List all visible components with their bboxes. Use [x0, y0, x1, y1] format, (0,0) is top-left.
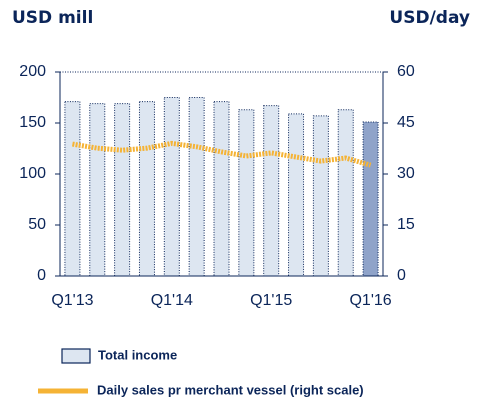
bar	[312, 115, 329, 277]
bar	[337, 109, 354, 277]
y2-tick-label: 15	[397, 216, 415, 233]
bar	[163, 97, 180, 277]
x-tick-label: Q1'14	[151, 292, 193, 309]
legend-swatch	[61, 348, 91, 364]
y-axis-title: USD mill	[12, 8, 93, 28]
y2-tick-label: 30	[397, 165, 415, 182]
bar	[263, 105, 280, 277]
y-tick-label: 50	[28, 216, 46, 233]
x-tick-label: Q1'13	[51, 292, 93, 309]
bar	[362, 121, 379, 277]
bar	[238, 109, 255, 277]
y-tick-label: 100	[19, 165, 46, 182]
y-tick-label: 200	[19, 63, 46, 80]
bar	[288, 113, 305, 277]
y2-tick-label: 0	[397, 267, 406, 284]
y-tick-label: 0	[37, 267, 46, 284]
y2-tick-label: 45	[397, 114, 415, 131]
line-series	[72, 140, 372, 168]
bar	[64, 101, 81, 277]
legend-label: Daily sales pr merchant vessel (right sc…	[97, 382, 364, 397]
bar	[114, 103, 131, 277]
y-tick-label: 150	[19, 114, 46, 131]
x-tick-label: Q1'16	[349, 292, 391, 309]
bar	[188, 97, 205, 277]
y2-axis-title: USD/day	[389, 8, 470, 28]
bar	[138, 101, 155, 277]
bar	[213, 101, 230, 277]
bar	[89, 103, 106, 277]
legend-label: Total income	[98, 347, 177, 362]
y2-tick-label: 60	[397, 63, 415, 80]
x-tick-label: Q1'15	[250, 292, 292, 309]
